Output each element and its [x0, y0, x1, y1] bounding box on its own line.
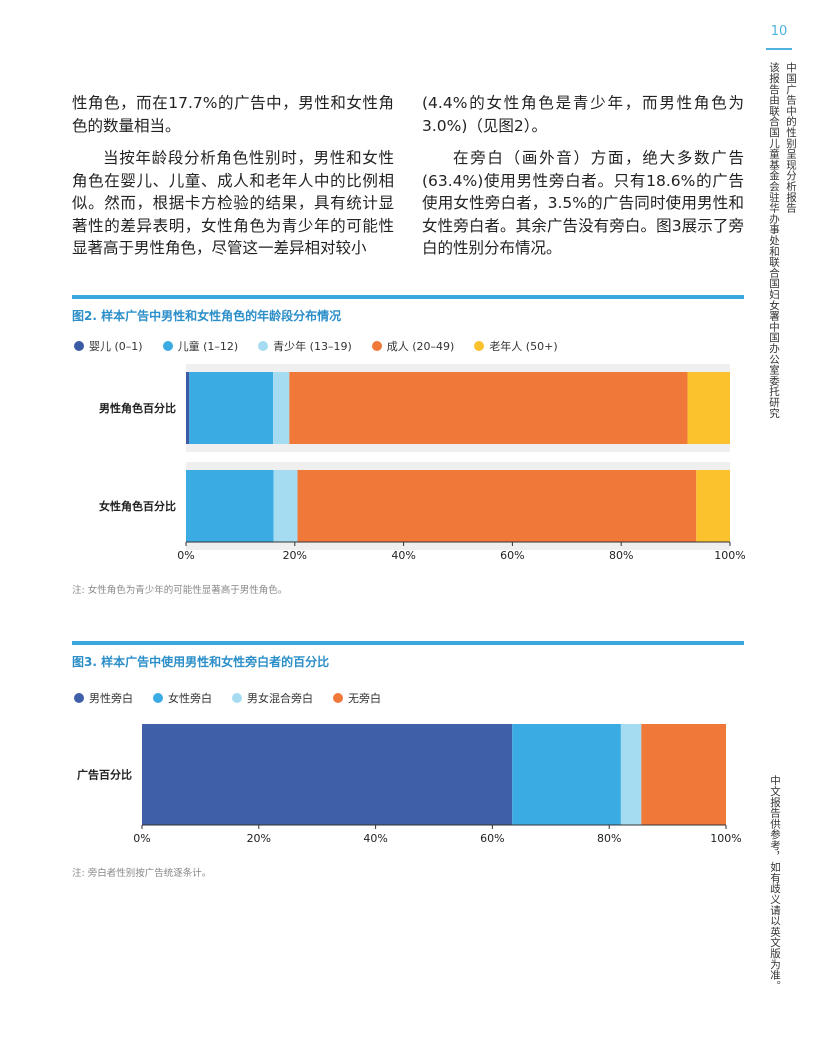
- legend-swatch: [371, 341, 382, 351]
- bar-segment: [142, 724, 513, 825]
- bar-segment: [687, 372, 730, 444]
- category-label: 女性角色百分比: [99, 499, 176, 513]
- body-paragraph: 在旁白（画外音）方面，绝大多数广告(63.4%)使用男性旁白者。只有18.6%的…: [422, 149, 744, 257]
- bar-segment: [186, 372, 190, 444]
- bar-segment: [189, 372, 274, 444]
- category-label: 男性角色百分比: [99, 401, 176, 415]
- x-tick-label: 0%: [177, 549, 194, 562]
- x-tick-label: 20%: [247, 832, 271, 845]
- legend-item: 儿童 (1–12): [162, 338, 239, 354]
- legend-swatch: [258, 341, 269, 351]
- legend-item: 无旁白: [333, 690, 381, 706]
- legend-label: 儿童 (1–12): [177, 340, 239, 353]
- bar-segment: [696, 470, 730, 542]
- figure3-title: 图3. 样本广告中使用男性和女性旁白者的百分比: [72, 655, 330, 669]
- bar-segment: [273, 372, 290, 444]
- bar-segment: [641, 724, 726, 825]
- bar-segment: [297, 470, 697, 542]
- page-number: 10: [770, 24, 788, 39]
- bar-segment: [289, 372, 688, 444]
- figure2-title: 图2. 样本广告中男性和女性角色的年龄段分布情况: [72, 309, 342, 323]
- category-label: 广告百分比: [77, 768, 132, 782]
- side-language-note: 中文报告供参考，如有歧义请以英文版为准。: [769, 775, 781, 991]
- x-tick-label: 60%: [480, 832, 504, 845]
- legend-item: 老年人 (50+): [474, 338, 558, 354]
- legend-item: 男女混合旁白: [232, 690, 313, 706]
- x-tick-label: 20%: [283, 549, 307, 562]
- body-paragraph: 性角色，而在17.7%的广告中，男性和女性角色的数量相当。: [72, 94, 394, 135]
- x-tick-label: 100%: [714, 549, 745, 562]
- legend-swatch: [232, 693, 242, 703]
- figure2-note: 注: 女性角色为青少年的可能性显著高于男性角色。: [72, 585, 288, 596]
- legend-label: 男女混合旁白: [247, 692, 313, 705]
- figure2-top-rule: [72, 295, 744, 299]
- side-report-title: 中国广告中的性别呈现分析报告: [785, 62, 797, 214]
- x-tick-label: 100%: [710, 832, 741, 845]
- bar-segment: [512, 724, 621, 825]
- side-report-subtitle: 该报告由联合国儿童基金会驻华办事处和联合国妇女署中国办公室委托研究: [768, 62, 780, 419]
- legend-item: 成人 (20–49): [371, 338, 455, 354]
- bar-segment: [186, 470, 274, 542]
- legend-item: 婴儿 (0–1): [74, 338, 143, 354]
- legend-swatch: [474, 341, 485, 351]
- figure3-top-rule: [72, 641, 744, 645]
- legend-label: 无旁白: [348, 692, 381, 705]
- legend-item: 青少年 (13–19): [258, 338, 352, 354]
- legend-swatch: [153, 693, 163, 703]
- body-paragraph: (4.4%的女性角色是青少年，而男性角色为3.0%)（见图2）。: [422, 94, 744, 135]
- legend-label: 青少年 (13–19): [273, 340, 352, 353]
- legend-label: 男性旁白: [89, 692, 133, 705]
- body-paragraph: 当按年龄段分析角色性别时，男性和女性角色在婴儿、儿童、成人和老年人中的比例相似。…: [72, 149, 394, 257]
- figure3-note: 注: 旁白者性别按广告统逐条计。: [72, 868, 212, 879]
- legend-label: 婴儿 (0–1): [89, 340, 143, 353]
- x-tick-label: 0%: [133, 832, 150, 845]
- x-tick-label: 80%: [597, 832, 621, 845]
- legend-swatch: [333, 693, 343, 703]
- legend-swatch: [74, 341, 84, 351]
- x-tick-label: 40%: [363, 832, 387, 845]
- body-left-column: 性角色，而在17.7%的广告中，男性和女性角色的数量相当。 当按年龄段分析角色性…: [72, 92, 394, 270]
- body-right-column: (4.4%的女性角色是青少年，而男性角色为3.0%)（见图2）。 在旁白（画外音…: [422, 92, 744, 270]
- figure3-chart: 广告百分比 0% 20% 40% 60% 80% 100%: [77, 724, 742, 845]
- legend-swatch: [162, 341, 173, 351]
- x-tick-label: 80%: [609, 549, 633, 562]
- figure2-legend: 婴儿 (0–1) 儿童 (1–12) 青少年 (13–19) 成人 (20–49) 老年…: [74, 338, 578, 354]
- legend-label: 老年人 (50+): [489, 340, 558, 353]
- legend-item: 男性旁白: [74, 690, 133, 706]
- legend-item: 女性旁白: [153, 690, 212, 706]
- bar-segment: [273, 470, 298, 542]
- figure3-legend: 男性旁白 女性旁白 男女混合旁白 无旁白: [74, 690, 401, 706]
- x-tick-label: 40%: [391, 549, 415, 562]
- legend-swatch: [74, 693, 84, 703]
- x-tick-label: 60%: [500, 549, 524, 562]
- page-number-rule: [766, 48, 792, 50]
- bar-segment: [620, 724, 642, 825]
- legend-label: 成人 (20–49): [386, 340, 455, 353]
- legend-label: 女性旁白: [168, 692, 212, 705]
